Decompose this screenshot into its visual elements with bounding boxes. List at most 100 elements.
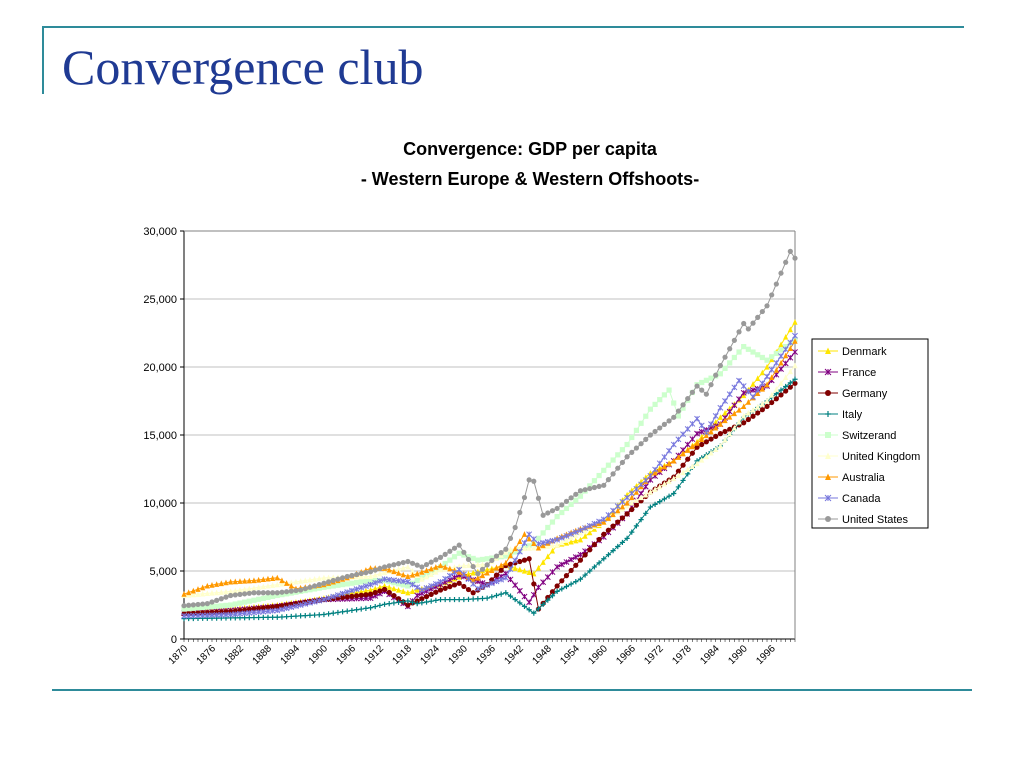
data-point	[358, 588, 364, 595]
data-point	[306, 599, 313, 606]
data-point	[316, 585, 322, 591]
data-point	[694, 430, 701, 437]
data-point	[684, 441, 691, 448]
data-point	[437, 587, 444, 593]
x-tick-label: 1972	[642, 643, 666, 667]
data-point	[694, 444, 700, 450]
data-point	[727, 426, 733, 432]
data-point	[479, 572, 486, 579]
data-point	[643, 510, 649, 516]
data-point	[503, 590, 509, 596]
data-point	[531, 544, 537, 551]
x-tick-label: 1984	[698, 643, 722, 667]
data-point	[661, 463, 668, 470]
data-point	[759, 407, 765, 413]
x-tick-label: 1978	[670, 643, 694, 667]
data-point	[727, 413, 733, 420]
data-point	[363, 605, 369, 611]
data-point	[824, 368, 832, 376]
data-point	[470, 580, 477, 587]
data-point	[783, 352, 789, 359]
data-point	[242, 586, 248, 592]
data-point	[367, 591, 374, 597]
data-point	[768, 366, 775, 373]
data-point	[792, 380, 798, 386]
data-point	[643, 436, 649, 442]
data-point	[587, 529, 593, 536]
data-point	[755, 390, 761, 396]
data-point	[657, 499, 663, 505]
data-point	[223, 611, 229, 618]
data-point	[731, 424, 737, 431]
data-point	[568, 501, 574, 507]
data-point	[629, 499, 635, 506]
data-point	[825, 347, 831, 354]
data-point	[363, 587, 369, 594]
data-point	[498, 576, 505, 583]
data-point	[260, 576, 266, 583]
data-point	[460, 571, 467, 578]
data-point	[418, 587, 425, 593]
data-point	[400, 559, 406, 566]
data-point	[615, 543, 621, 550]
data-point	[493, 564, 500, 571]
data-point	[708, 375, 714, 381]
data-point	[755, 314, 761, 320]
data-point	[311, 612, 318, 618]
data-point	[657, 483, 663, 490]
data-point	[428, 583, 435, 589]
data-point	[256, 576, 262, 583]
data-point	[475, 571, 481, 577]
data-point	[685, 471, 691, 477]
data-point	[218, 589, 224, 595]
data-point	[573, 497, 579, 503]
data-point	[349, 607, 355, 614]
data-point	[223, 579, 229, 586]
data-point	[685, 466, 691, 473]
data-point	[783, 374, 789, 381]
data-point	[684, 426, 691, 432]
data-point	[563, 559, 570, 565]
data-point	[204, 601, 210, 607]
data-point	[279, 577, 285, 584]
series-canada	[181, 332, 798, 619]
data-point	[284, 589, 290, 595]
data-point	[792, 376, 798, 382]
data-point	[769, 392, 775, 398]
data-point	[530, 536, 537, 542]
y-tick-label: 25,000	[143, 294, 177, 306]
data-point	[372, 585, 378, 592]
data-point	[265, 608, 271, 615]
data-point	[470, 563, 476, 570]
data-point	[731, 410, 737, 417]
series-united-states	[181, 248, 798, 609]
data-point	[769, 399, 775, 406]
data-point	[773, 350, 779, 356]
data-point	[446, 572, 453, 579]
data-point	[689, 389, 695, 395]
data-point	[442, 575, 449, 582]
data-point	[741, 403, 747, 410]
data-point	[759, 400, 765, 407]
data-point	[792, 255, 798, 261]
data-point	[298, 613, 304, 619]
data-point	[689, 420, 696, 427]
data-point	[321, 584, 327, 590]
data-point	[489, 594, 495, 600]
data-point	[367, 577, 374, 584]
data-point	[619, 539, 626, 546]
data-point	[195, 605, 201, 611]
data-point	[372, 571, 378, 578]
data-point	[419, 596, 425, 602]
data-point	[554, 536, 561, 543]
data-point	[657, 397, 663, 403]
data-point	[554, 563, 561, 570]
data-point	[708, 382, 714, 388]
data-point	[549, 537, 556, 544]
data-point	[568, 581, 574, 587]
data-point	[242, 591, 248, 597]
data-point	[531, 581, 537, 587]
data-point	[451, 554, 458, 560]
data-point	[465, 586, 472, 593]
legend-entry: Denmark	[818, 346, 887, 358]
